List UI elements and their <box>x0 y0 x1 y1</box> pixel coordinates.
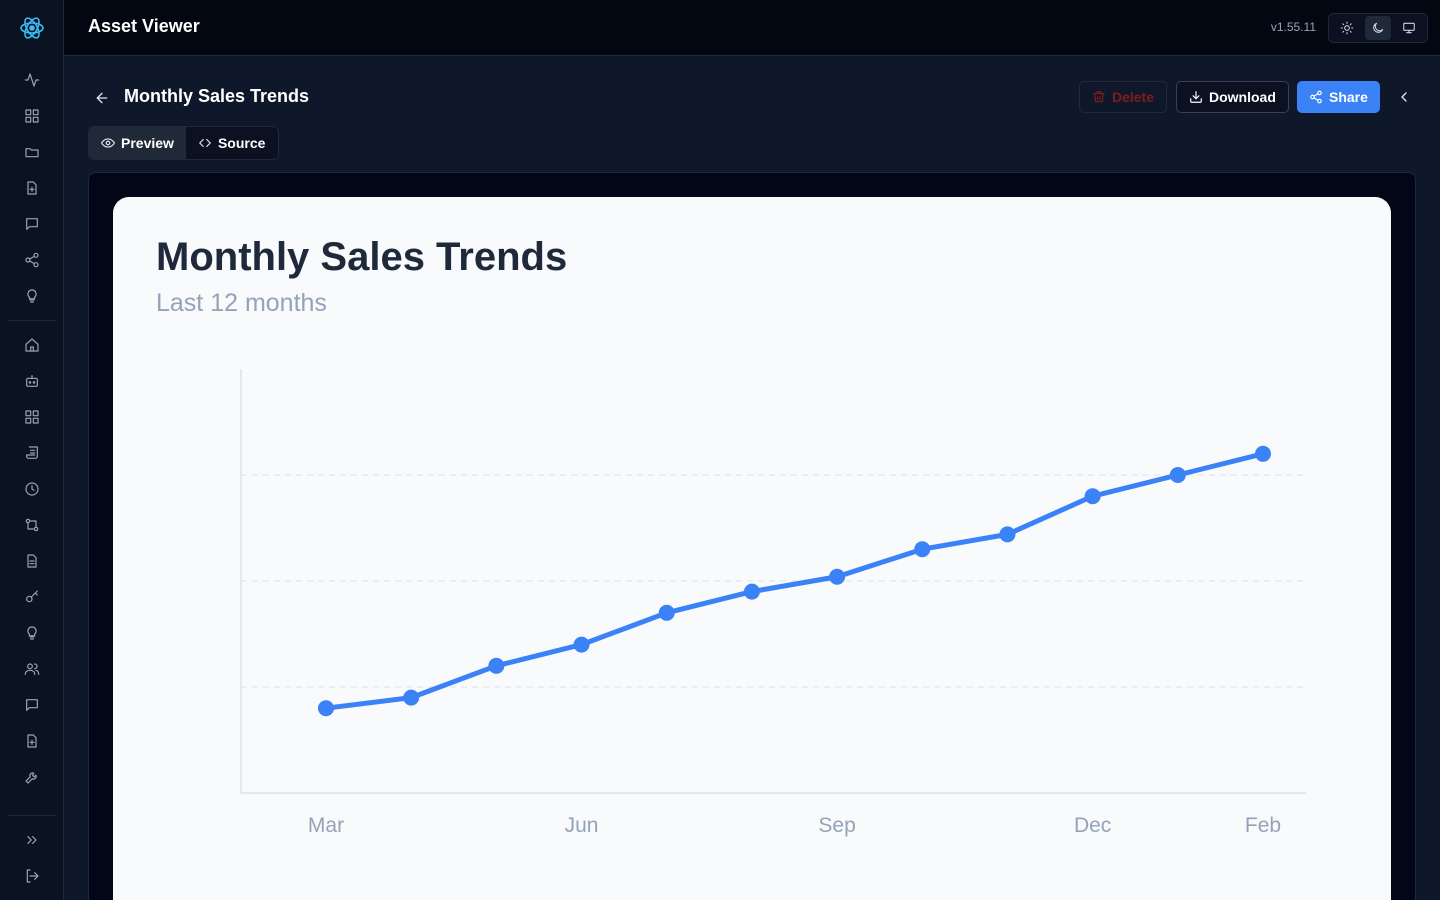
message-icon[interactable] <box>20 212 44 236</box>
x-tick-label: Sep <box>818 814 855 837</box>
activity-icon[interactable] <box>20 68 44 92</box>
data-point <box>573 636 590 653</box>
key-icon[interactable] <box>20 585 44 609</box>
x-tick-label: Jun <box>565 814 599 837</box>
series-line <box>323 451 1266 711</box>
download-button-label: Download <box>1209 89 1276 105</box>
monitor-icon[interactable] <box>1396 16 1422 40</box>
git-compare-icon[interactable] <box>20 513 44 537</box>
chart-title: Monthly Sales Trends <box>156 235 568 279</box>
data-point <box>914 541 931 558</box>
tab-preview-label: Preview <box>121 135 174 151</box>
tab-source[interactable]: Source <box>186 127 277 159</box>
scroll-icon[interactable] <box>20 441 44 465</box>
data-point <box>829 568 846 585</box>
lightbulb-icon[interactable] <box>20 284 44 308</box>
data-point <box>488 657 505 674</box>
eye-icon <box>101 138 115 148</box>
file-plus-icon[interactable] <box>20 176 44 200</box>
clock-icon[interactable] <box>20 477 44 501</box>
users-icon[interactable] <box>20 657 44 681</box>
trash-icon <box>1093 91 1105 103</box>
share-icon[interactable] <box>20 248 44 272</box>
theme-switcher <box>1328 13 1428 43</box>
app-title: Asset Viewer <box>88 16 200 36</box>
main-content: Monthly Sales Trends Delete Download Sha… <box>64 56 1440 900</box>
tab-source-label: Source <box>217 135 266 151</box>
chart-card: Monthly Sales Trends Last 12 months Mar J… <box>113 197 1391 900</box>
bot-icon[interactable] <box>20 369 44 393</box>
code-icon <box>199 138 211 148</box>
chart-subtitle: Last 12 months <box>156 289 327 317</box>
lightbulb-icon[interactable] <box>20 621 44 645</box>
top-header: Asset Viewer v1.55.11 <box>64 0 1440 56</box>
share-button-label: Share <box>1329 89 1368 105</box>
folder-icon[interactable] <box>20 140 44 164</box>
data-point <box>403 689 420 706</box>
sidebar-divider <box>8 320 56 321</box>
data-point <box>318 700 334 717</box>
home-icon[interactable] <box>20 333 44 357</box>
line-chart: Mar Jun Sep Dec Feb <box>240 369 1306 837</box>
view-tabs: Preview Source <box>88 126 279 160</box>
tab-preview[interactable]: Preview <box>89 127 186 159</box>
logout-icon[interactable] <box>20 864 44 888</box>
version-label: v1.55.11 <box>1270 20 1316 34</box>
preview-frame: Monthly Sales Trends Last 12 months Mar J… <box>88 172 1416 900</box>
chevron-left-icon[interactable] <box>1394 87 1414 107</box>
sun-icon[interactable] <box>1334 16 1360 40</box>
message-icon[interactable] <box>20 693 44 717</box>
data-point <box>1084 488 1101 505</box>
download-button[interactable]: Download <box>1176 81 1289 113</box>
x-tick-label: Dec <box>1074 814 1111 837</box>
grid-icon[interactable] <box>20 405 44 429</box>
file-text-icon[interactable] <box>20 549 44 573</box>
data-point <box>658 604 675 621</box>
share-button[interactable]: Share <box>1297 81 1380 113</box>
data-point <box>999 526 1016 543</box>
sidebar <box>0 0 64 900</box>
chevrons-right-icon[interactable] <box>20 828 44 852</box>
page-title: Monthly Sales Trends <box>124 86 310 106</box>
sidebar-divider <box>8 815 56 816</box>
moon-icon[interactable] <box>1364 16 1391 40</box>
data-point <box>1255 445 1271 462</box>
data-point <box>1169 467 1186 483</box>
app-logo-icon[interactable] <box>16 12 48 44</box>
delete-button-label: Delete <box>1111 89 1154 105</box>
x-tick-label: Feb <box>1245 814 1281 837</box>
share-icon <box>1310 90 1322 104</box>
data-point <box>743 583 760 600</box>
x-tick-label: Mar <box>308 814 344 837</box>
download-icon <box>1190 91 1202 103</box>
grid-icon[interactable] <box>20 104 44 128</box>
file-plus-icon[interactable] <box>20 729 44 753</box>
back-arrow-icon[interactable] <box>92 88 112 108</box>
delete-button[interactable]: Delete <box>1079 81 1167 113</box>
wrench-icon[interactable] <box>20 765 44 789</box>
